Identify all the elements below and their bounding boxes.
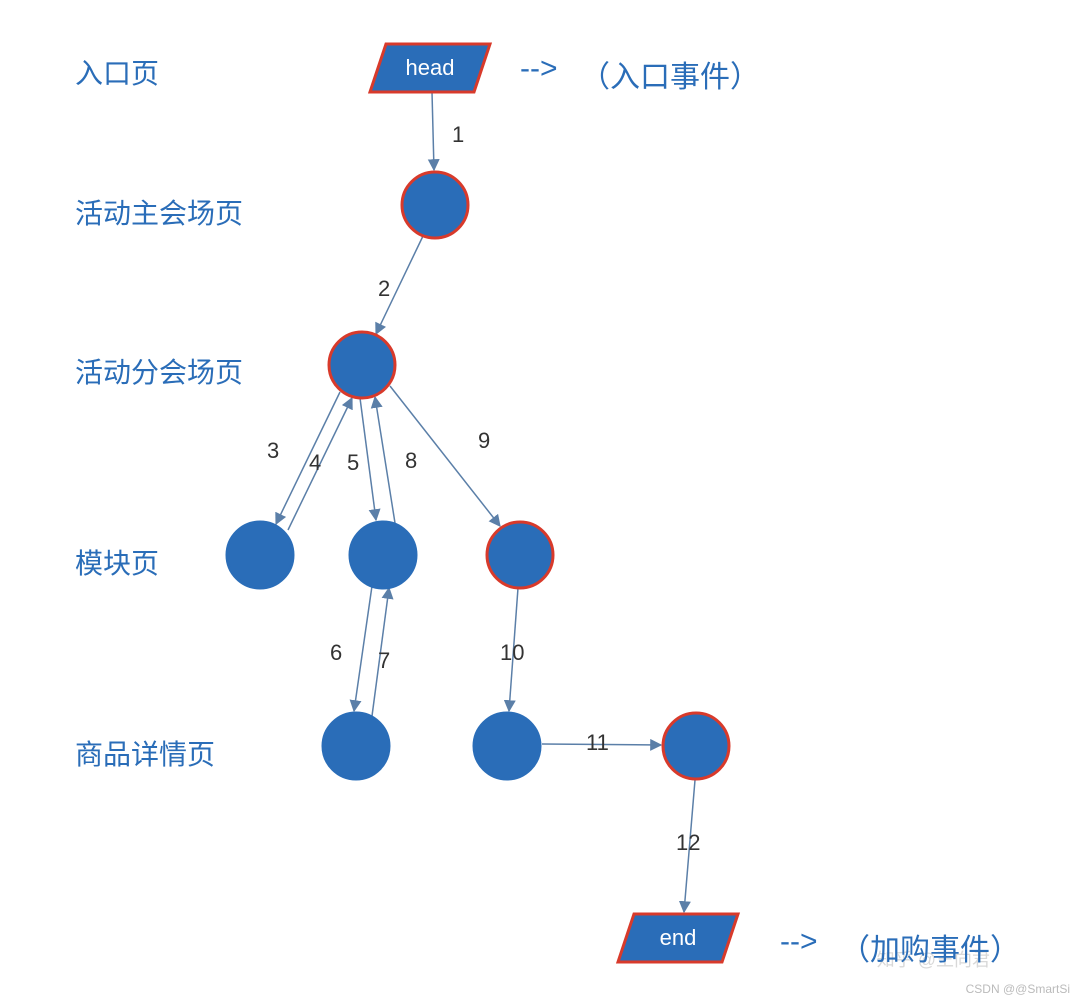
node-d3: [663, 713, 729, 779]
edge-8: [375, 397, 395, 523]
edge-label-5: 5: [347, 450, 359, 476]
row-label-1: 活动主会场页: [75, 192, 243, 232]
annot-arrow-1: -->: [780, 925, 818, 959]
watermark-csdn: CSDN @@SmartSi: [966, 982, 1070, 996]
node-m3: [487, 522, 553, 588]
edge-label-10: 10: [500, 640, 524, 666]
node-label-head: head: [406, 55, 455, 80]
annot-text-0: （入口事件）: [580, 52, 760, 96]
edge-3: [276, 392, 340, 524]
row-label-4: 商品详情页: [75, 733, 215, 773]
row-label-0: 入口页: [75, 52, 159, 92]
node-m2: [350, 522, 416, 588]
row-label-3: 模块页: [75, 542, 159, 582]
edge-label-11: 11: [586, 730, 609, 756]
edge-label-12: 12: [676, 830, 700, 856]
node-label-end: end: [660, 925, 697, 950]
edge-label-2: 2: [378, 276, 390, 302]
edge-label-9: 9: [478, 428, 490, 454]
edge-6: [354, 586, 372, 711]
diagram-canvas: head end: [0, 0, 1080, 1002]
edge-5: [360, 398, 376, 520]
row-label-2: 活动分会场页: [75, 351, 243, 391]
edge-label-4: 4: [309, 450, 321, 476]
edge-label-1: 1: [452, 122, 464, 148]
annot-text-1: （加购事件）: [840, 925, 1020, 969]
annot-arrow-0: -->: [520, 52, 558, 86]
edge-label-7: 7: [378, 648, 390, 674]
edge-1: [432, 92, 434, 170]
edge-label-8: 8: [405, 448, 417, 474]
node-m1: [227, 522, 293, 588]
edge-label-3: 3: [267, 438, 279, 464]
node-d2: [474, 713, 540, 779]
node-n2: [329, 332, 395, 398]
edge-label-6: 6: [330, 640, 342, 666]
node-d1: [323, 713, 389, 779]
node-n1: [402, 172, 468, 238]
